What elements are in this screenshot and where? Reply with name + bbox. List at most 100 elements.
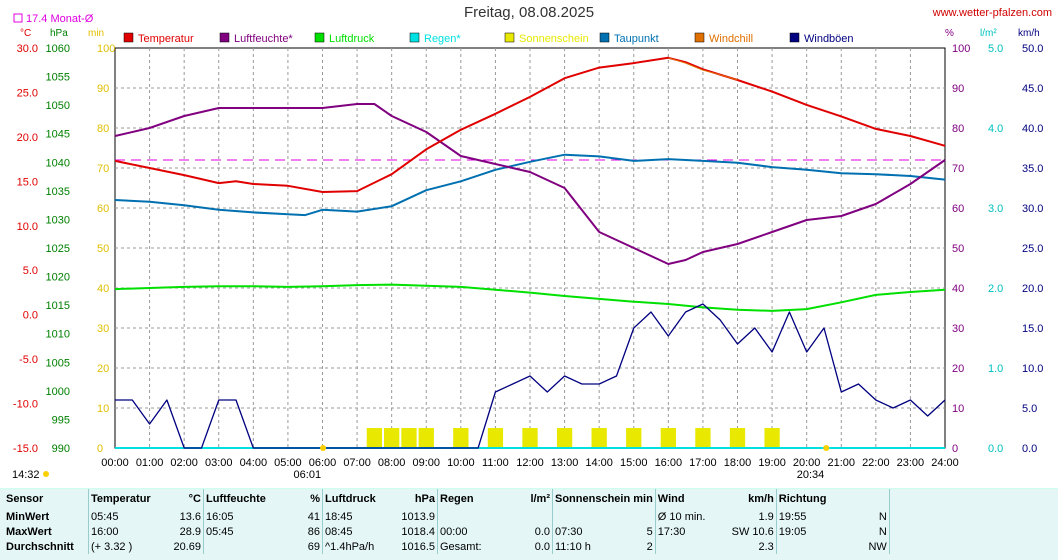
sunshine-tick-label: 10 <box>97 403 109 415</box>
stats-cell-rain-val: 0.0 <box>534 525 550 538</box>
rain-tick-label: 3.0 <box>988 203 1003 215</box>
humidity-tick-label: 50 <box>952 243 964 255</box>
x-tick-label: 17:00 <box>689 457 717 469</box>
axis-unit-label: min <box>88 28 104 39</box>
sunset-marker <box>823 445 830 451</box>
temperature-tick-label: -5.0 <box>19 354 38 366</box>
x-tick-label: 01:00 <box>136 457 164 469</box>
temperature-tick-label: -10.0 <box>13 399 38 411</box>
sunshine-bar <box>418 428 434 448</box>
stats-humidity-unit: % <box>310 493 320 505</box>
x-tick-label: 24:00 <box>931 457 959 469</box>
x-tick-label: 14:00 <box>585 457 613 469</box>
pressure-tick-label: 1000 <box>46 386 70 398</box>
x-tick-label: 19:00 <box>758 457 786 469</box>
stats-sunshine-header: Sonnenschein min <box>552 489 656 509</box>
temperature-tick-label: 15.0 <box>17 176 38 188</box>
stats-row: MaxWert 16:00 28.9 05:45 86 08:45 1018.4 00:00 0… <box>0 524 1034 539</box>
stats-cell-dir-time: 19:05 <box>775 524 851 539</box>
humidity-tick-label: 30 <box>952 323 964 335</box>
stats-cell-wind-time: Ø 10 min. <box>654 509 724 524</box>
source-link[interactable]: www.wetter-pfalzen.com <box>932 7 1052 19</box>
sunshine-tick-label: 90 <box>97 83 109 95</box>
sunshine-bar <box>487 428 504 448</box>
stats-cell-hum-val: 86 <box>307 525 320 538</box>
stats-rain-unit: l/m² <box>530 493 550 505</box>
legend-label: Windchill <box>709 33 753 45</box>
axis-unit-label: °C <box>20 28 31 39</box>
pressure-tick-label: 1050 <box>46 100 70 112</box>
pressure-tick-label: 1055 <box>46 72 70 84</box>
stats-cell-sun-val: 5 <box>646 525 653 538</box>
sunset-time-label: 20:34 <box>797 469 825 481</box>
temperature-tick-label: 5.0 <box>23 265 38 277</box>
stats-cell-dir-time <box>775 539 851 554</box>
stats-cell-rain-val <box>512 509 553 524</box>
pressure-tick-label: 995 <box>52 414 70 426</box>
pressure-tick-label: 1020 <box>46 272 70 284</box>
legend-swatch <box>123 32 134 43</box>
stats-cell-empty <box>888 524 1034 539</box>
humidity-tick-label: 20 <box>952 363 964 375</box>
stats-direction-header: Richtung <box>775 489 851 509</box>
legend-swatch <box>219 32 230 43</box>
sunshine-bar <box>384 428 400 448</box>
sunshine-bar <box>556 428 573 448</box>
series-line-dewpoint <box>114 153 946 217</box>
stats-cell-temp-time: (+ 3.32 ) <box>88 539 155 554</box>
sunshine-bar <box>522 428 538 448</box>
stats-cell-sun-val: 2 <box>646 540 653 553</box>
temperature-tick-label: -15.0 <box>13 443 38 455</box>
stats-cell-dir-time: 19:55 <box>775 509 851 524</box>
stats-pressure-header: Luftdruck <box>322 489 397 509</box>
humidity-tick-label: 10 <box>952 403 964 415</box>
pressure-tick-label: 1045 <box>46 129 70 141</box>
sunshine-tick-label: 50 <box>97 243 109 255</box>
x-tick-label: 21:00 <box>827 457 855 469</box>
stats-row: Durchschnitt (+ 3.32 ) 20.69 69 ^1.4hPa/h 101… <box>0 539 1034 554</box>
axis-unit-label: % <box>945 28 954 39</box>
stats-cell-temp-time: 05:45 <box>88 509 155 524</box>
series-line-humidity <box>114 103 946 265</box>
stats-cell-hum-time: 05:45 <box>203 524 288 539</box>
humidity-tick-label: 60 <box>952 203 964 215</box>
stats-row: MinWert 05:45 13.6 16:05 41 18:45 1013.9 Ø 10 m… <box>0 509 1034 524</box>
x-tick-label: 06:00 <box>309 457 337 469</box>
stats-cell-press-val: 1013.9 <box>401 510 435 523</box>
x-tick-label: 03:00 <box>205 457 233 469</box>
stats-cell-sun-time: 11:10 h <box>551 539 634 554</box>
rain-tick-label: 4.0 <box>988 123 1003 135</box>
legend-label: Sonnenschein <box>519 33 589 45</box>
x-tick-label: 09:00 <box>412 457 440 469</box>
stats-cell-hum-val: 41 <box>307 510 320 523</box>
wind-tick-label: 5.0 <box>1022 403 1037 415</box>
stats-cell-press-time: 08:45 <box>322 524 397 539</box>
legend-label: Regen* <box>424 33 461 45</box>
wind-tick-label: 45.0 <box>1022 83 1043 95</box>
stats-cell-wind-val: SW 10.6 <box>731 525 774 538</box>
stats-cell-sun-time: 07:30 <box>551 524 634 539</box>
stats-cell-empty <box>888 539 1034 554</box>
pressure-tick-label: 1010 <box>46 329 70 341</box>
stats-sensor-header: Sensor <box>6 493 44 505</box>
humidity-tick-label: 70 <box>952 163 964 175</box>
stats-cell-label: Durchschnitt <box>6 540 74 553</box>
stats-cell-temp-val: 13.6 <box>179 510 201 523</box>
sunshine-tick-label: 60 <box>97 203 109 215</box>
x-tick-label: 07:00 <box>343 457 371 469</box>
rain-tick-label: 0.0 <box>988 443 1003 455</box>
series-line-pressure <box>114 283 946 312</box>
month-avg-label: 17.4 Monat-Ø <box>26 13 94 25</box>
rain-tick-label: 2.0 <box>988 283 1003 295</box>
stats-temperature-unit: °C <box>188 493 201 505</box>
x-tick-label: 10:00 <box>447 457 475 469</box>
stats-cell-press-val: 1018.4 <box>401 525 435 538</box>
chart-title: Freitag, 08.08.2025 <box>463 4 595 21</box>
x-tick-label: 05:00 <box>274 457 302 469</box>
stats-cell-hum-time: 16:05 <box>203 509 288 524</box>
temperature-tick-label: 20.0 <box>17 132 38 144</box>
pressure-tick-label: 1005 <box>46 357 70 369</box>
sunshine-tick-label: 20 <box>97 363 109 375</box>
stats-cell-sun-time <box>551 509 634 524</box>
pressure-tick-label: 990 <box>52 443 70 455</box>
